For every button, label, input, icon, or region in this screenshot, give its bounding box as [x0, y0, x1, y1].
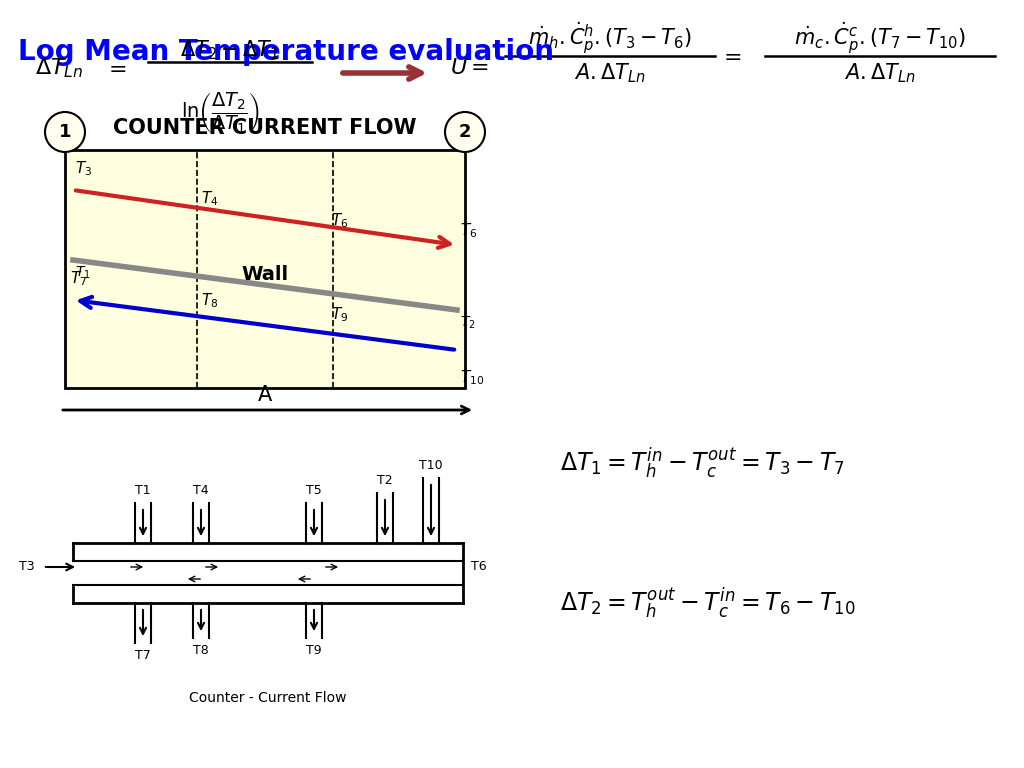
- Text: T4: T4: [194, 484, 209, 497]
- Text: $\Delta T_2 - \Delta T_1$: $\Delta T_2 - \Delta T_1$: [180, 38, 280, 61]
- Text: $A.\Delta T_{Ln}$: $A.\Delta T_{Ln}$: [574, 61, 646, 84]
- Text: $T_1$: $T_1$: [75, 265, 91, 281]
- Text: $\Delta T_1 = T_h^{in} - T_c^{out} = T_3 - T_7$: $\Delta T_1 = T_h^{in} - T_c^{out} = T_3…: [560, 445, 845, 481]
- Text: T6: T6: [471, 561, 486, 574]
- Text: $T_2$: $T_2$: [460, 315, 476, 332]
- Text: $U =$: $U =$: [450, 58, 488, 78]
- Text: T2: T2: [377, 474, 393, 487]
- Text: T7: T7: [135, 649, 151, 662]
- Text: $\dot{m}_c.\dot{C}_p^c.(T_7-T_{10})$: $\dot{m}_c.\dot{C}_p^c.(T_7-T_{10})$: [794, 20, 966, 56]
- Text: $T_8$: $T_8$: [201, 291, 218, 310]
- Text: T5: T5: [306, 484, 322, 497]
- Text: T3: T3: [19, 561, 35, 574]
- Text: T1: T1: [135, 484, 151, 497]
- Text: $T_6$: $T_6$: [460, 221, 477, 240]
- Text: $A.\Delta T_{Ln}$: $A.\Delta T_{Ln}$: [844, 61, 915, 84]
- Text: 2: 2: [459, 123, 471, 141]
- Text: $=$: $=$: [719, 46, 741, 66]
- Bar: [65, 150, 465, 388]
- Text: 1: 1: [58, 123, 72, 141]
- Circle shape: [445, 112, 485, 152]
- Text: $T_{10}$: $T_{10}$: [460, 368, 484, 387]
- Text: $T_7$: $T_7$: [70, 270, 87, 288]
- Text: Wall: Wall: [242, 266, 289, 284]
- Text: T10: T10: [419, 459, 442, 472]
- Text: Log Mean Temperature evaluation: Log Mean Temperature evaluation: [18, 38, 554, 66]
- Text: $\ln\!\left(\dfrac{\Delta T_2}{\Delta T_1}\right)$: $\ln\!\left(\dfrac{\Delta T_2}{\Delta T_…: [181, 90, 259, 135]
- Text: Counter - Current Flow: Counter - Current Flow: [189, 691, 347, 705]
- Text: $=$: $=$: [103, 58, 126, 78]
- Text: $\dot{m}_h.\dot{C}_p^h.(T_3-T_6)$: $\dot{m}_h.\dot{C}_p^h.(T_3-T_6)$: [528, 20, 692, 56]
- Text: $\Delta T_{Ln}$: $\Delta T_{Ln}$: [35, 56, 83, 80]
- Text: $T_3$: $T_3$: [75, 159, 92, 178]
- Text: T8: T8: [194, 644, 209, 657]
- Text: $T_9$: $T_9$: [331, 306, 348, 325]
- Text: $T_4$: $T_4$: [201, 189, 218, 208]
- Circle shape: [45, 112, 85, 152]
- Text: A: A: [258, 385, 272, 405]
- Text: $\Delta T_2 = T_h^{out} - T_c^{in} = T_6 - T_{10}$: $\Delta T_2 = T_h^{out} - T_c^{in} = T_6…: [560, 585, 856, 621]
- Text: COUNTER CURRENT FLOW: COUNTER CURRENT FLOW: [114, 118, 417, 138]
- Text: T9: T9: [306, 644, 322, 657]
- Text: $T_6$: $T_6$: [331, 211, 348, 230]
